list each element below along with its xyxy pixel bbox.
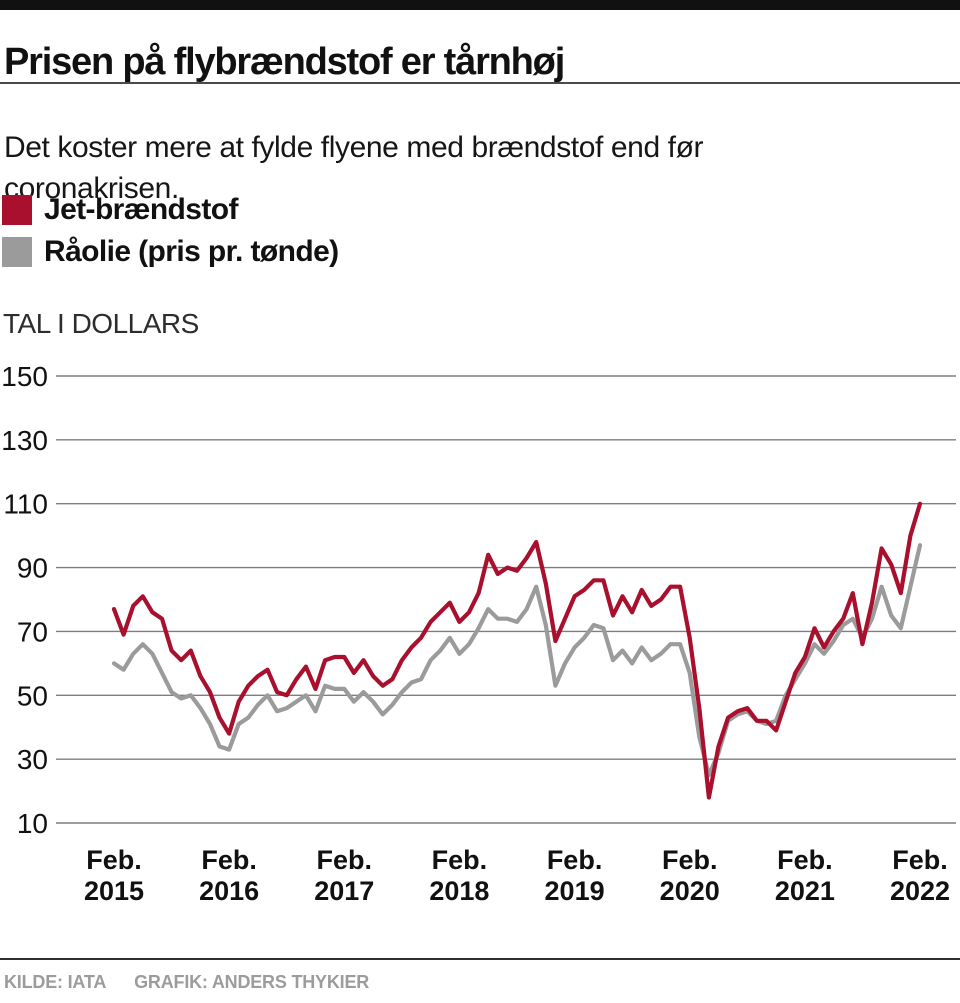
legend-item-crude: Råolie (pris pr. tønde) bbox=[2, 235, 339, 268]
footer-divider bbox=[0, 958, 960, 960]
x-tick-label-month: Feb. bbox=[777, 845, 833, 875]
legend-item-jet: Jet-brændstof bbox=[2, 193, 339, 226]
y-tick-label: 110 bbox=[3, 489, 48, 520]
x-tick-label-month: Feb. bbox=[432, 845, 488, 875]
jet-color-swatch bbox=[2, 195, 32, 225]
jet-fuel-line bbox=[111, 501, 923, 800]
x-tick-label-year: 2016 bbox=[199, 876, 259, 906]
y-tick-label: 50 bbox=[17, 680, 48, 711]
footer: KILDE: IATA GRAFIK: ANDERS THYKIER bbox=[4, 972, 369, 993]
y-tick-label: 150 bbox=[1, 361, 48, 392]
x-tick-label-year: 2020 bbox=[660, 876, 720, 906]
x-tick-label-year: 2018 bbox=[429, 876, 489, 906]
x-tick-label-month: Feb. bbox=[317, 845, 373, 875]
title-divider bbox=[0, 82, 960, 84]
axis-units-label: TAL I DOLLARS bbox=[3, 308, 199, 339]
x-tick-label-year: 2017 bbox=[314, 876, 374, 906]
source-credit: KILDE: IATA bbox=[4, 972, 107, 992]
x-tick-label-month: Feb. bbox=[547, 845, 603, 875]
x-tick-label-year: 2022 bbox=[890, 876, 950, 906]
x-tick-label-month: Feb. bbox=[662, 845, 718, 875]
top-black-bar bbox=[0, 0, 960, 10]
x-tick-label-month: Feb. bbox=[892, 845, 948, 875]
graphic-credit: GRAFIK: ANDERS THYKIER bbox=[134, 972, 370, 992]
chart-legend: Jet-brændstof Råolie (pris pr. tønde) bbox=[2, 193, 339, 279]
price-line-chart: 1501301109070503010Feb.2015Feb.2016Feb.2… bbox=[1, 361, 956, 906]
x-tick-label-month: Feb. bbox=[86, 845, 142, 875]
y-tick-label: 10 bbox=[17, 808, 48, 839]
page-title: Prisen på flybrændstof er tårnhøj bbox=[4, 41, 565, 84]
y-tick-label: 30 bbox=[17, 744, 48, 775]
crude-color-swatch bbox=[2, 237, 32, 267]
chart-subtitle: Det koster mere at fylde flyene med bræn… bbox=[4, 131, 704, 205]
x-tick-label-month: Feb. bbox=[201, 845, 257, 875]
x-tick-label-year: 2015 bbox=[84, 876, 144, 906]
x-tick-label-year: 2019 bbox=[545, 876, 605, 906]
x-tick-label-year: 2021 bbox=[775, 876, 835, 906]
y-tick-label: 130 bbox=[1, 425, 48, 456]
legend-label-jet: Jet-brændstof bbox=[44, 193, 238, 226]
y-tick-label: 70 bbox=[17, 616, 48, 647]
crude-oil-line bbox=[111, 543, 923, 778]
legend-label-crude: Råolie (pris pr. tønde) bbox=[44, 235, 339, 268]
y-tick-label: 90 bbox=[17, 553, 48, 584]
